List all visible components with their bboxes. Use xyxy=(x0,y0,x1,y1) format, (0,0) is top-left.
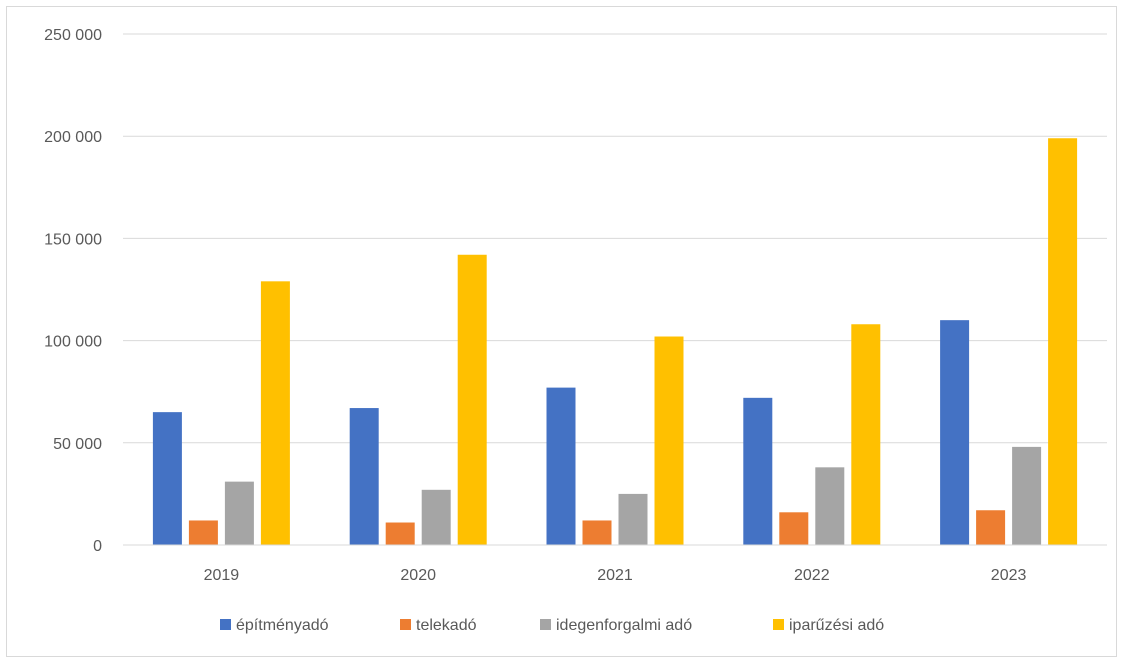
x-tick-label: 2019 xyxy=(204,567,240,584)
bar xyxy=(1048,138,1078,545)
y-tick-label: 200 000 xyxy=(44,129,102,146)
bar xyxy=(349,408,379,545)
y-tick-label: 250 000 xyxy=(44,27,102,44)
bar xyxy=(421,489,451,545)
bar xyxy=(743,397,773,545)
bar xyxy=(1012,446,1042,545)
bar xyxy=(385,522,415,545)
bars xyxy=(152,138,1078,545)
bar xyxy=(546,387,576,545)
bar xyxy=(260,281,290,545)
legend-label: építményadó xyxy=(236,617,329,634)
bar xyxy=(654,336,684,545)
bar xyxy=(188,520,218,545)
x-tick-label: 2021 xyxy=(597,567,633,584)
x-axis-tick-labels: 2019 2020 2021 2022 2023 xyxy=(204,567,1027,584)
bar xyxy=(851,324,881,545)
chart-area: 0 50 000 100 000 150 000 200 000 250 000 2019… xyxy=(6,6,1117,657)
bar xyxy=(224,481,254,545)
y-tick-label: 50 000 xyxy=(53,436,102,453)
bar xyxy=(618,493,648,545)
x-tick-label: 2023 xyxy=(991,567,1027,584)
bar xyxy=(940,320,970,545)
legend-label: idegenforgalmi adó xyxy=(556,617,692,634)
legend-swatch xyxy=(773,619,784,630)
legend-swatch xyxy=(220,619,231,630)
bar xyxy=(152,412,182,545)
x-tick-label: 2020 xyxy=(400,567,436,584)
y-tick-label: 100 000 xyxy=(44,334,102,351)
legend-swatch xyxy=(540,619,551,630)
bar xyxy=(779,512,809,545)
bar xyxy=(815,467,845,545)
bar xyxy=(457,254,487,545)
legend-swatch xyxy=(400,619,411,630)
legend-label: telekadó xyxy=(416,617,477,634)
legend-label: iparűzési adó xyxy=(789,617,884,634)
y-tick-label: 150 000 xyxy=(44,231,102,248)
bar xyxy=(582,520,612,545)
bar-chart: 0 50 000 100 000 150 000 200 000 250 000 2019… xyxy=(44,27,1107,634)
y-axis-tick-labels: 0 50 000 100 000 150 000 200 000 250 000 xyxy=(44,27,102,555)
bar xyxy=(976,510,1006,545)
legend: építményadó telekadó idegenforgalmi adó ipa… xyxy=(220,617,884,634)
y-tick-label: 0 xyxy=(93,538,102,555)
x-tick-label: 2022 xyxy=(794,567,830,584)
